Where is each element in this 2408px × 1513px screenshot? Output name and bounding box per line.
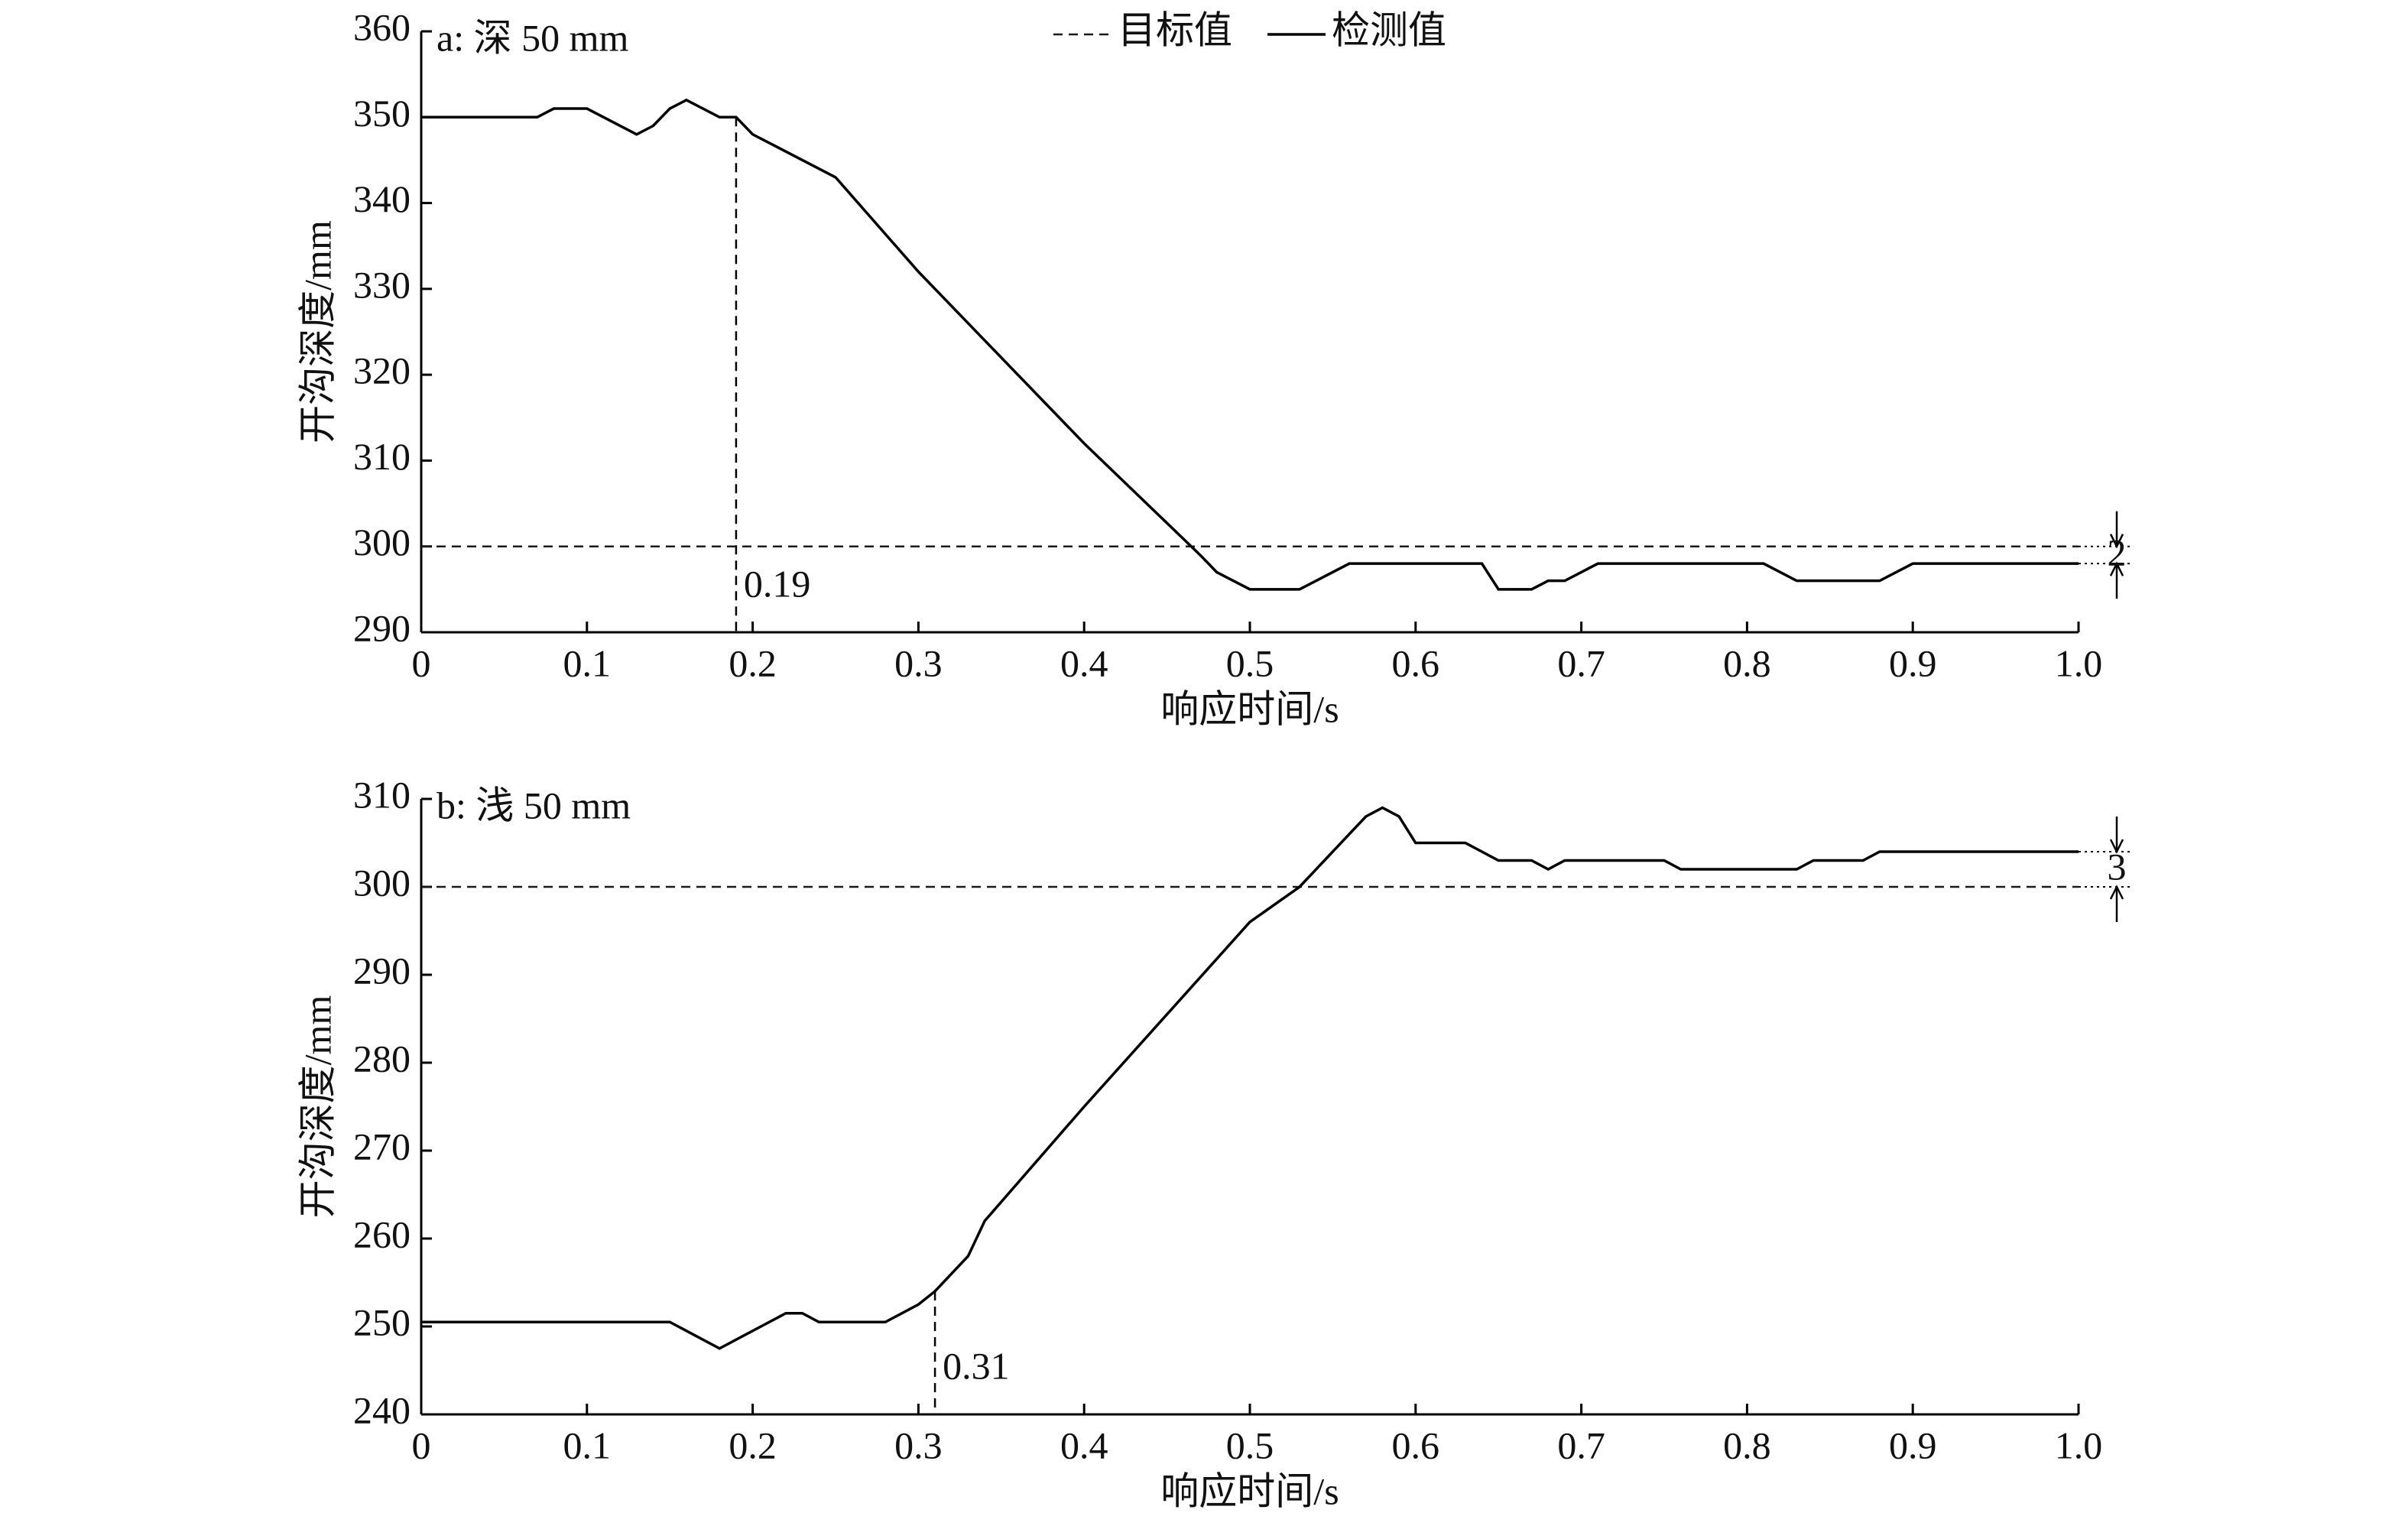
- diff-arrowhead: [2109, 885, 2124, 900]
- x-tick-label: 0.2: [729, 641, 777, 684]
- y-tick-label: 290: [353, 949, 411, 992]
- x-tick-label: 0.8: [1723, 1424, 1771, 1466]
- response-label: 0.19: [744, 562, 810, 605]
- x-axis-label: 响应时间/s: [1160, 1469, 1339, 1512]
- panel-title: b: 浅 50 mm: [436, 784, 631, 826]
- y-tick-label: 240: [353, 1388, 411, 1431]
- y-tick-label: 310: [353, 773, 411, 816]
- diff-arrowhead: [2109, 561, 2124, 576]
- diff-arrowhead: [2109, 534, 2124, 549]
- data-line: [421, 806, 2079, 1350]
- y-tick-label: 320: [353, 349, 411, 392]
- y-tick-label: 260: [353, 1213, 411, 1255]
- x-tick-label: 1.0: [2055, 1424, 2103, 1466]
- x-tick-label: 0.1: [563, 641, 612, 684]
- y-tick-label: 310: [353, 435, 411, 478]
- diff-label: 2: [2108, 531, 2127, 573]
- x-tick-label: 0: [412, 641, 431, 684]
- x-tick-label: 0.4: [1060, 641, 1108, 684]
- x-tick-label: 0.9: [1889, 641, 1937, 684]
- y-tick-label: 290: [353, 606, 411, 649]
- y-tick-label: 330: [353, 263, 411, 306]
- y-axis-label: 开沟深度/mm: [296, 220, 339, 443]
- x-tick-label: 0.5: [1226, 1424, 1274, 1466]
- legend-label: 目标值: [1118, 8, 1232, 51]
- x-tick-label: 0.3: [894, 641, 943, 684]
- y-tick-label: 340: [353, 177, 411, 220]
- x-tick-label: 0.7: [1557, 1424, 1605, 1466]
- panel-title: a: 深 50 mm: [436, 16, 628, 59]
- diff-label: 3: [2108, 845, 2127, 888]
- x-axis-label: 响应时间/s: [1160, 687, 1339, 730]
- x-tick-label: 0.8: [1723, 641, 1771, 684]
- y-tick-label: 280: [353, 1037, 411, 1080]
- y-axis-label: 开沟深度/mm: [296, 995, 339, 1219]
- response-label: 0.31: [943, 1344, 1010, 1387]
- y-tick-label: 270: [353, 1125, 411, 1167]
- x-tick-label: 0.2: [729, 1424, 777, 1466]
- x-tick-label: 0.7: [1557, 641, 1605, 684]
- y-tick-label: 300: [353, 861, 411, 904]
- y-tick-label: 250: [353, 1300, 411, 1343]
- x-tick-label: 0.4: [1060, 1424, 1108, 1466]
- y-tick-label: 350: [353, 92, 411, 135]
- x-tick-label: 0.6: [1392, 641, 1440, 684]
- y-tick-label: 300: [353, 521, 411, 563]
- diff-arrowhead: [2109, 839, 2124, 854]
- x-tick-label: 0.3: [894, 1424, 943, 1466]
- x-tick-label: 0: [412, 1424, 431, 1466]
- x-tick-label: 0.6: [1392, 1424, 1440, 1466]
- x-tick-label: 0.9: [1889, 1424, 1937, 1466]
- x-tick-label: 0.1: [563, 1424, 612, 1466]
- data-line: [421, 98, 2079, 591]
- y-tick-label: 360: [353, 5, 411, 48]
- x-tick-label: 1.0: [2055, 641, 2103, 684]
- legend-label: 检测值: [1332, 8, 1446, 51]
- x-tick-label: 0.5: [1226, 641, 1274, 684]
